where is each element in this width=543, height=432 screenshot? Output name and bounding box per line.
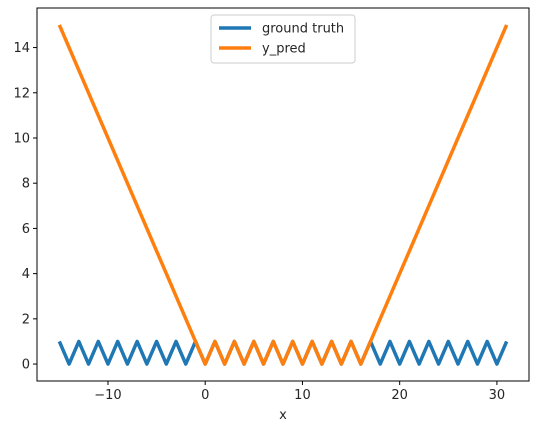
x-axis-title: x (279, 408, 287, 423)
x-tick-label: −10 (94, 388, 121, 403)
y-tick-label: 6 (22, 222, 30, 237)
y-tick-label: 12 (13, 86, 30, 101)
y-tick-label: 2 (22, 312, 30, 327)
y-tick-label: 4 (22, 267, 30, 282)
series-layer (57, 24, 509, 366)
legend-label-ground-truth: ground truth (262, 22, 344, 37)
x-tick-label: 30 (489, 388, 506, 403)
y-tick-label: 0 (22, 358, 30, 373)
y-axis: 0 2 4 6 8 10 12 14 (13, 41, 37, 373)
axes-frame (36, 7, 530, 382)
x-tick-label: 0 (201, 388, 209, 403)
y-tick-label: 10 (13, 131, 30, 146)
y-tick-label: 14 (13, 41, 30, 56)
x-tick-label: 10 (294, 388, 311, 403)
y-tick-label: 8 (22, 177, 30, 192)
x-axis: −10 0 10 20 30 (94, 381, 505, 403)
plot-area (37, 8, 529, 381)
legend: ground truth y_pred (210, 14, 356, 64)
x-tick-label: 20 (391, 388, 408, 403)
series-line-y-pred (57, 24, 509, 366)
legend-label-y-pred: y_pred (262, 42, 306, 57)
